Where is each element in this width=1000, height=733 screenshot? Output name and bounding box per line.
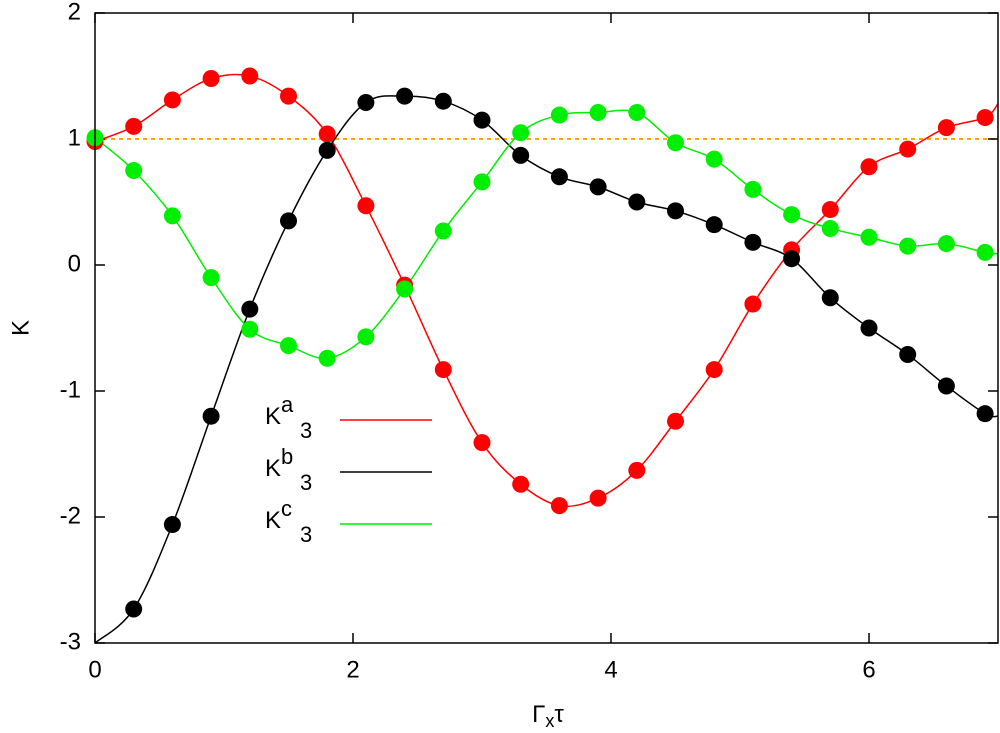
data-point bbox=[860, 319, 878, 337]
data-point bbox=[899, 237, 917, 255]
data-point bbox=[202, 70, 220, 88]
series-line bbox=[94, 95, 999, 644]
data-point bbox=[280, 212, 297, 230]
data-point bbox=[357, 197, 375, 215]
data-point bbox=[202, 269, 220, 287]
y-tick-label: -3 bbox=[60, 628, 81, 655]
y-tick-label: -2 bbox=[60, 502, 81, 529]
data-point bbox=[280, 337, 297, 355]
data-point bbox=[241, 300, 259, 318]
data-point bbox=[512, 124, 530, 142]
data-point bbox=[434, 361, 452, 379]
data-point bbox=[860, 158, 878, 176]
data-point bbox=[937, 119, 955, 137]
legend-name: K bbox=[265, 455, 281, 482]
data-point bbox=[473, 434, 491, 452]
y-tick-label: -1 bbox=[60, 376, 81, 403]
data-point bbox=[744, 233, 762, 251]
data-point bbox=[550, 106, 568, 124]
data-point bbox=[705, 216, 723, 234]
data-point bbox=[783, 206, 801, 224]
data-point bbox=[396, 280, 414, 298]
x-label-part: τ bbox=[554, 701, 564, 728]
data-point bbox=[241, 320, 259, 338]
data-point bbox=[163, 207, 181, 225]
legend-subscript: 3 bbox=[300, 418, 312, 443]
data-point bbox=[899, 140, 917, 158]
data-point bbox=[512, 146, 530, 164]
data-point bbox=[937, 377, 955, 395]
data-point bbox=[163, 516, 181, 534]
data-point bbox=[667, 412, 684, 430]
data-point bbox=[667, 134, 684, 152]
data-point bbox=[744, 180, 762, 198]
data-point bbox=[976, 405, 994, 423]
x-label-part: Γ bbox=[532, 701, 545, 728]
data-point bbox=[705, 361, 723, 379]
data-point bbox=[821, 219, 839, 237]
data-point bbox=[125, 600, 143, 618]
data-point bbox=[976, 243, 994, 261]
data-point bbox=[550, 497, 568, 515]
data-point bbox=[589, 104, 607, 122]
data-point bbox=[667, 202, 684, 220]
data-point bbox=[318, 141, 336, 159]
data-point bbox=[705, 150, 723, 168]
data-point bbox=[512, 475, 530, 493]
data-point bbox=[899, 345, 917, 363]
x-tick-label: 0 bbox=[88, 656, 101, 683]
legend-superscript: a bbox=[281, 392, 294, 417]
data-point bbox=[241, 67, 259, 85]
data-point bbox=[628, 193, 646, 211]
data-point bbox=[937, 235, 955, 253]
plot-frame bbox=[94, 12, 999, 644]
data-point bbox=[318, 349, 336, 367]
data-point bbox=[318, 125, 336, 143]
data-point bbox=[125, 162, 143, 179]
data-point bbox=[202, 407, 220, 425]
y-tick-label: 1 bbox=[68, 124, 81, 151]
data-point bbox=[589, 489, 607, 507]
data-point bbox=[744, 295, 762, 313]
data-point bbox=[860, 228, 878, 246]
data-point bbox=[473, 111, 491, 129]
legend-name: K bbox=[265, 403, 281, 430]
data-point bbox=[589, 178, 607, 196]
legend-subscript: 3 bbox=[300, 522, 312, 547]
data-point bbox=[550, 168, 568, 186]
data-point bbox=[821, 289, 839, 307]
x-axis-label: Γxτ bbox=[532, 701, 564, 730]
x-tick-label: 4 bbox=[604, 656, 617, 683]
legend-superscript: b bbox=[281, 444, 293, 469]
legend-label: Ka3 bbox=[265, 392, 312, 443]
data-point bbox=[280, 87, 297, 105]
data-point bbox=[125, 117, 143, 135]
data-point bbox=[163, 91, 181, 109]
legend-label: Kb3 bbox=[265, 444, 312, 495]
data-point bbox=[976, 109, 994, 127]
y-tick-label: 0 bbox=[68, 250, 81, 277]
x-tick-label: 2 bbox=[346, 656, 359, 683]
legend-name: K bbox=[265, 507, 281, 534]
data-point bbox=[473, 173, 491, 191]
data-point bbox=[783, 250, 801, 268]
legend-subscript: 3 bbox=[300, 470, 312, 495]
data-point bbox=[628, 104, 646, 122]
data-point bbox=[821, 201, 839, 219]
legend-label: Kc3 bbox=[265, 496, 312, 547]
y-tick-label: 2 bbox=[68, 0, 81, 25]
data-point bbox=[434, 222, 452, 240]
data-point bbox=[628, 461, 646, 479]
data-point bbox=[357, 328, 375, 346]
x-tick-label: 6 bbox=[862, 656, 875, 683]
x-label-part: x bbox=[545, 711, 554, 731]
y-axis-label: K bbox=[7, 320, 34, 336]
legend-superscript: c bbox=[281, 496, 292, 521]
data-point bbox=[357, 93, 375, 111]
data-point bbox=[434, 92, 452, 110]
data-point bbox=[396, 87, 414, 105]
